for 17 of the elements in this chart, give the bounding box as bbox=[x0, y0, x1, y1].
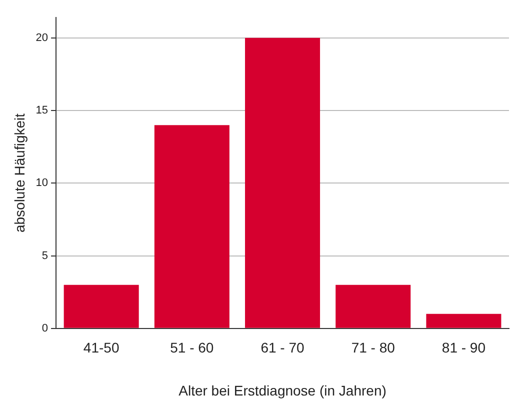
y-axis-title: absolute Häufigkeit bbox=[11, 113, 28, 233]
y-tick-label: 20 bbox=[36, 32, 48, 44]
x-tick-label: 61 - 70 bbox=[260, 340, 305, 356]
x-tick-label: 51 - 60 bbox=[170, 340, 214, 356]
bar bbox=[336, 284, 411, 328]
bar bbox=[64, 284, 139, 328]
x-axis-title: Alter bei Erstdiagnose (in Jahren) bbox=[178, 382, 386, 398]
y-tick-label: 15 bbox=[36, 104, 48, 117]
x-tick-label: 41-50 bbox=[83, 340, 120, 356]
y-tick-label: 5 bbox=[42, 250, 48, 262]
x-tick-label: 71 - 80 bbox=[351, 340, 396, 356]
bar bbox=[245, 38, 320, 328]
y-tick-label: 10 bbox=[36, 177, 48, 190]
bar bbox=[426, 314, 502, 328]
x-tick-label: 81 - 90 bbox=[442, 340, 486, 356]
y-tick-label: 0 bbox=[42, 322, 48, 334]
bar bbox=[154, 125, 230, 328]
